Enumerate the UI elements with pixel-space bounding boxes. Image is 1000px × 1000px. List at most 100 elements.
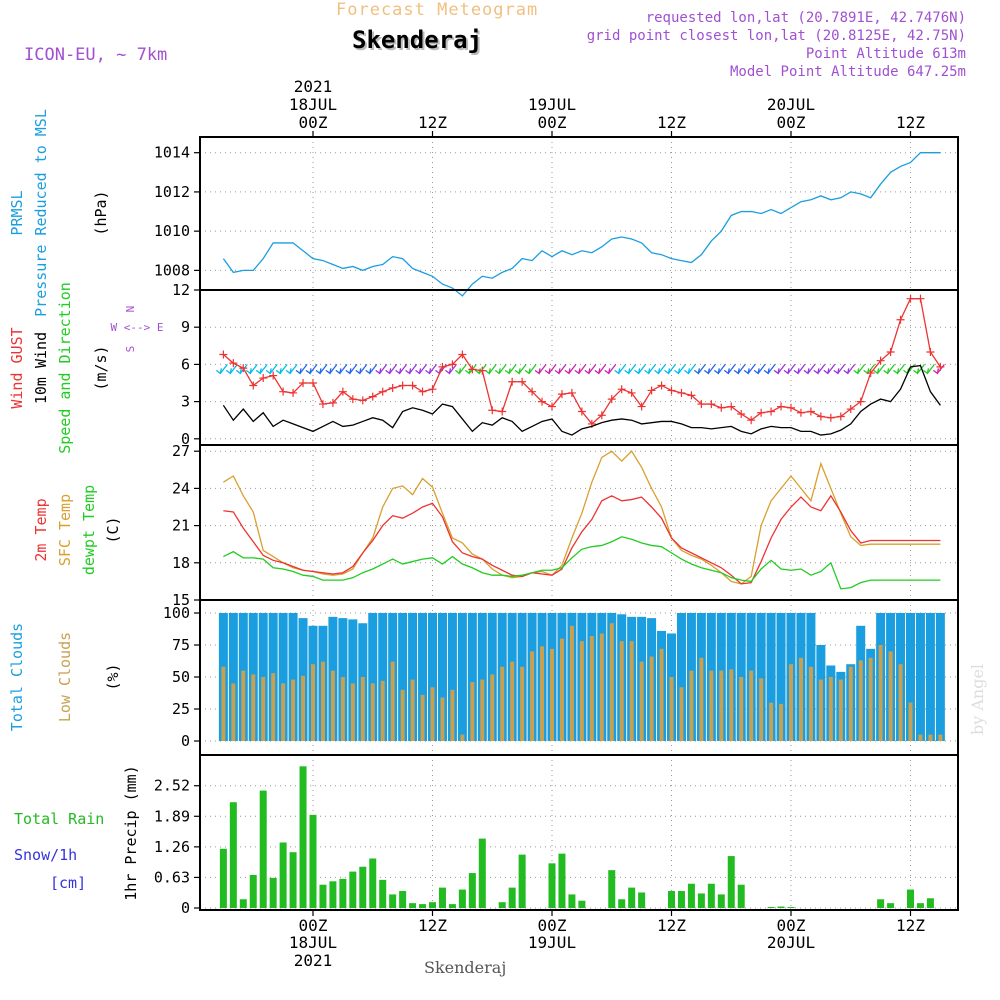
wind-direction-arrow [923,363,935,375]
wind-unit-label: (m/s) [92,345,110,390]
gust-marker [936,362,945,371]
arrow-head [932,368,940,375]
low-cloud-bar [450,689,455,741]
top-time-label: 12Z [657,113,686,132]
total-cloud-bar [915,613,925,741]
arrow-shaft [687,363,696,374]
gust-marker [687,391,696,400]
low-cloud-bar [559,638,564,741]
arrow-head [574,368,581,375]
arrow-head [504,368,511,375]
gust-marker [358,396,367,405]
arrow-head [703,368,710,375]
arrow-shaft [598,363,607,374]
y-tick-label: 1008 [154,261,190,279]
gust-marker [816,412,825,421]
arrow-head [375,368,382,375]
gust-marker [916,294,925,303]
wind-direction-arrow [634,363,647,375]
arrow-head [873,368,880,375]
wind-direction-arrow [823,363,836,375]
gust-marker [856,397,865,406]
wind-direction-arrow [843,363,856,375]
gust-marker [727,402,736,411]
low-cloud-bar [679,687,684,741]
low-cloud-bar [619,641,624,741]
rain-bar [628,887,636,908]
y-tick-label: 24 [172,479,190,497]
bottom-date-label: 19JUL [528,933,576,952]
arrow-shaft [767,363,776,374]
low-cloud-bar [440,697,445,741]
arrow-shaft [498,363,507,374]
wind-direction-arrow [474,363,487,375]
wind-direction-arrow [614,363,627,375]
low-cloud-bar [340,677,345,741]
arrow-head [664,368,671,375]
gust-marker [707,400,716,409]
rain-bar [608,870,616,908]
low-cloud-bar [848,666,853,741]
low-clouds-axis-title: Low Clouds [56,632,74,722]
y-tick-label: 15 [172,591,190,609]
low-cloud-bar [898,664,903,741]
low-cloud-bar [261,677,266,741]
wind-direction-arrow [873,363,886,375]
arrow-shaft [538,363,547,374]
total-cloud-bar [477,613,487,741]
top-time-label: 00Z [299,113,328,132]
chart-title: Forecast Meteogram [336,0,539,20]
gust-marker [617,385,626,394]
y-tick-label: 25 [172,700,190,718]
wind-direction-arrow [504,363,517,375]
gust-marker [667,386,676,395]
wind-direction-arrow [454,363,467,375]
wind-direction-arrow [893,363,906,375]
wind-direction-arrow [853,363,866,375]
low-cloud-bar [818,679,823,741]
arrow-shaft [409,363,418,374]
rain-bar [319,884,327,908]
compass-south: S [124,346,137,353]
precip-axis-title: 1hr Precip (mm) [122,765,140,900]
rain-bar [339,878,347,908]
low-cloud-bar [281,683,286,741]
rain-bar [618,899,626,908]
wind-direction-arrow [295,363,308,375]
y-tick-label: 0.63 [154,868,190,886]
wind-speed-line [222,364,941,436]
low-cloud-bar [271,673,276,741]
arrow-head [454,368,462,375]
gust-marker [488,406,497,415]
top-time-label: 00Z [777,113,806,132]
requested-coords: requested lon,lat (20.7891E, 42.7476N) [645,10,966,26]
wind-direction-arrow [703,363,716,375]
rain-bar [717,894,725,908]
wind-direction-arrow [484,363,497,375]
bottom-year-label: 2021 [294,951,333,970]
y-tick-label: 1010 [154,222,190,240]
arrow-head [335,368,342,375]
gust-marker [458,350,467,359]
gust-marker [448,360,457,369]
wind-direction-arrow [773,363,786,375]
y-tick-label: 0 [181,430,190,448]
wind-direction-arrow [494,363,507,375]
y-tick-label: 75 [172,636,190,654]
wind-direction-arrow [325,363,338,375]
low-cloud-bar [928,734,933,741]
rain-bar [668,891,675,908]
total-cloud-bar [228,613,238,741]
total-cloud-bar [925,613,935,741]
y-tick-label: 12 [172,281,190,299]
bottom-time-label: 00Z [538,916,567,935]
total-cloud-bar [935,613,945,741]
arrow-shaft [867,363,876,374]
wind-direction-arrow [793,363,806,375]
arrow-shaft [926,363,935,374]
gust-marker [597,411,606,420]
low-cloud-bar [789,664,793,741]
gust-marker [219,350,228,359]
y-tick-label: 18 [172,554,190,572]
y-tick-label: 27 [172,442,190,460]
